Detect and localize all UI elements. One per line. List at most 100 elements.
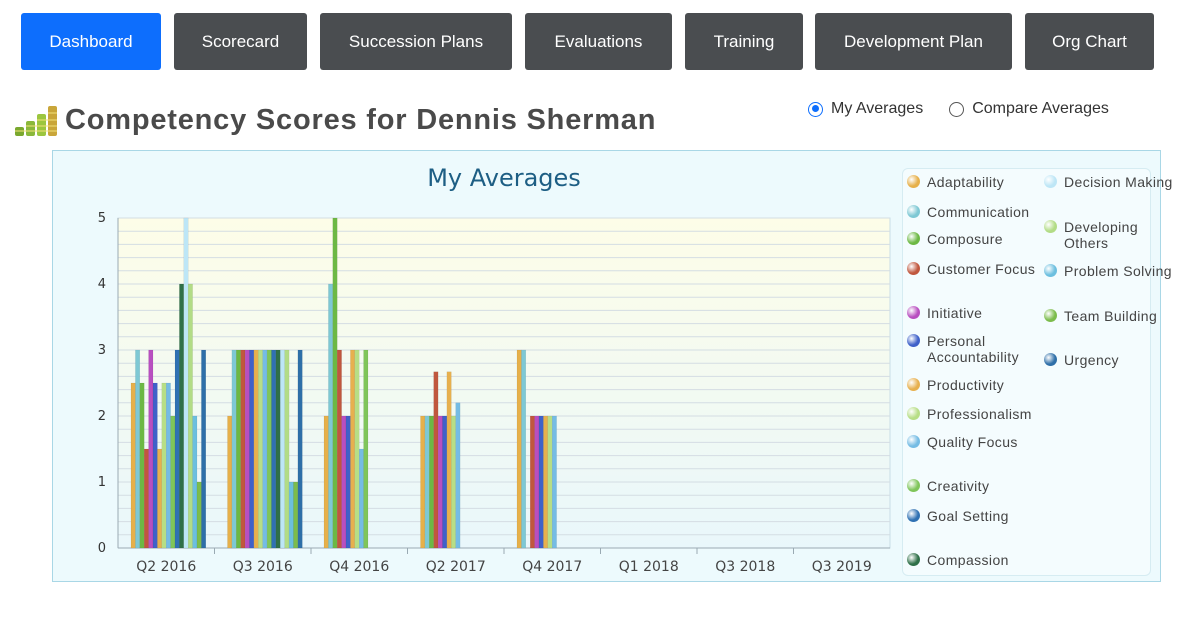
x-tick-label: Q2 2016 [136, 559, 196, 575]
legend-label: Team Building [1064, 308, 1158, 324]
legend-item: Customer Focus [907, 261, 1037, 277]
bar-customer-focus [433, 371, 439, 549]
competency-bar-chart: My Averages 0 1 2 3 4 5 Q2 2016 Q3 2016 Q4 2016 Q2… [98, 164, 891, 575]
legend-label: Adaptability [927, 174, 1005, 190]
bar-adaptability [516, 349, 522, 549]
legend-label: Decision Making [1064, 174, 1173, 190]
legend-item: Personal Accountability [907, 333, 1037, 365]
bar-goal-setting [174, 349, 180, 549]
legend-label: Goal Setting [927, 508, 1009, 524]
tab-training[interactable]: Training [685, 13, 803, 70]
legend-label: Composure [927, 231, 1003, 247]
tab-dashboard[interactable]: Dashboard [21, 13, 161, 70]
compare-averages-radio[interactable]: Compare Averages [949, 100, 1109, 118]
tab-development-plan[interactable]: Development Plan [815, 13, 1012, 70]
bar-personal-accountability [152, 382, 158, 549]
page-header: Competency Scores for Dennis Sherman [14, 100, 656, 140]
bar-creativity [170, 415, 176, 549]
bar-personal-accountability [538, 415, 544, 549]
bar-quality-focus [455, 402, 461, 549]
tab-scorecard[interactable]: Scorecard [174, 13, 307, 70]
bar-customer-focus [530, 415, 535, 549]
tab-succession-plans[interactable]: Succession Plans [320, 13, 512, 70]
bar-initiative [534, 415, 540, 549]
bar-adaptability [227, 415, 233, 549]
x-tick-label: Q3 2019 [812, 559, 872, 575]
x-tick-label: Q4 2017 [522, 559, 582, 575]
bar-initiative [437, 415, 443, 549]
legend-label: Urgency [1064, 352, 1119, 368]
bar-communication [135, 349, 141, 549]
bar-productivity [253, 349, 259, 549]
y-tick-label: 0 [98, 541, 106, 556]
bar-professionalism [451, 415, 456, 549]
bar-professionalism [161, 382, 167, 549]
bar-personal-accountability [442, 415, 448, 549]
bar-productivity [157, 448, 163, 549]
legend-swatch [907, 378, 920, 391]
bar-composure [139, 382, 145, 549]
radio-unchecked-icon[interactable] [949, 101, 965, 117]
legend-swatch [907, 553, 920, 566]
legend-swatch [907, 306, 920, 319]
bar-developing-others [284, 349, 290, 549]
legend-item: Quality Focus [907, 434, 1037, 450]
bar-initiative [244, 349, 250, 549]
my-averages-radio[interactable]: My Averages [808, 100, 923, 118]
y-tick-label: 4 [98, 277, 106, 292]
bar-personal-accountability [345, 415, 351, 549]
bar-quality-focus [262, 349, 268, 549]
bar-composure [236, 349, 241, 549]
bar-compassion [275, 349, 281, 549]
x-tick-label: Q3 2018 [715, 559, 775, 575]
bar-personal-accountability [249, 349, 255, 549]
bar-professionalism [258, 349, 263, 549]
tab-evaluations[interactable]: Evaluations [525, 13, 672, 70]
x-tick-label: Q2 2017 [426, 559, 486, 575]
bar-adaptability [420, 415, 426, 549]
legend-item: Professionalism [907, 406, 1037, 422]
bar-chart-coins-icon [15, 106, 57, 136]
legend-item: Productivity [907, 377, 1037, 393]
bar-communication [521, 349, 526, 549]
y-tick-label: 3 [98, 343, 106, 358]
legend-item: Goal Setting [907, 508, 1037, 524]
legend-item: Creativity [907, 478, 1037, 494]
legend-swatch [1044, 220, 1057, 233]
bar-professionalism [354, 349, 360, 549]
legend-item: Team Building [1044, 308, 1174, 324]
x-tick-label: Q1 2018 [619, 559, 679, 575]
legend-label: Personal Accountability [927, 333, 1019, 365]
bar-productivity [446, 371, 452, 549]
bar-composure [429, 415, 434, 549]
bar-urgency [201, 349, 206, 549]
legend-label: Problem Solving [1064, 263, 1172, 279]
legend-swatch [907, 509, 920, 522]
legend-item: Decision Making [1044, 174, 1174, 190]
bar-creativity [363, 349, 369, 549]
compare-averages-label: Compare Averages [972, 100, 1109, 117]
legend-label: Customer Focus [927, 261, 1036, 277]
bar-team-building [196, 481, 202, 549]
bar-composure [332, 217, 338, 549]
view-toggle: My Averages Compare Averages [808, 100, 1135, 118]
y-tick-label: 1 [98, 475, 106, 490]
bar-adaptability [323, 415, 329, 549]
chart-title: My Averages [427, 164, 581, 192]
radio-checked-icon[interactable] [808, 101, 823, 117]
legend-swatch [907, 232, 920, 245]
bar-problem-solving [192, 415, 198, 549]
tab-org-chart[interactable]: Org Chart [1025, 13, 1154, 70]
legend-swatch [907, 205, 920, 218]
legend-swatch [907, 407, 920, 420]
legend-item: Composure [907, 231, 1037, 247]
bar-developing-others [187, 283, 193, 549]
legend-label: Compassion [927, 552, 1009, 568]
bar-adaptability [130, 382, 136, 549]
legend-item: Initiative [907, 305, 1037, 321]
bar-goal-setting [271, 349, 277, 549]
bar-decision-making [280, 349, 285, 549]
bar-creativity [266, 349, 272, 549]
bar-customer-focus [240, 349, 246, 549]
bar-initiative [148, 349, 154, 549]
